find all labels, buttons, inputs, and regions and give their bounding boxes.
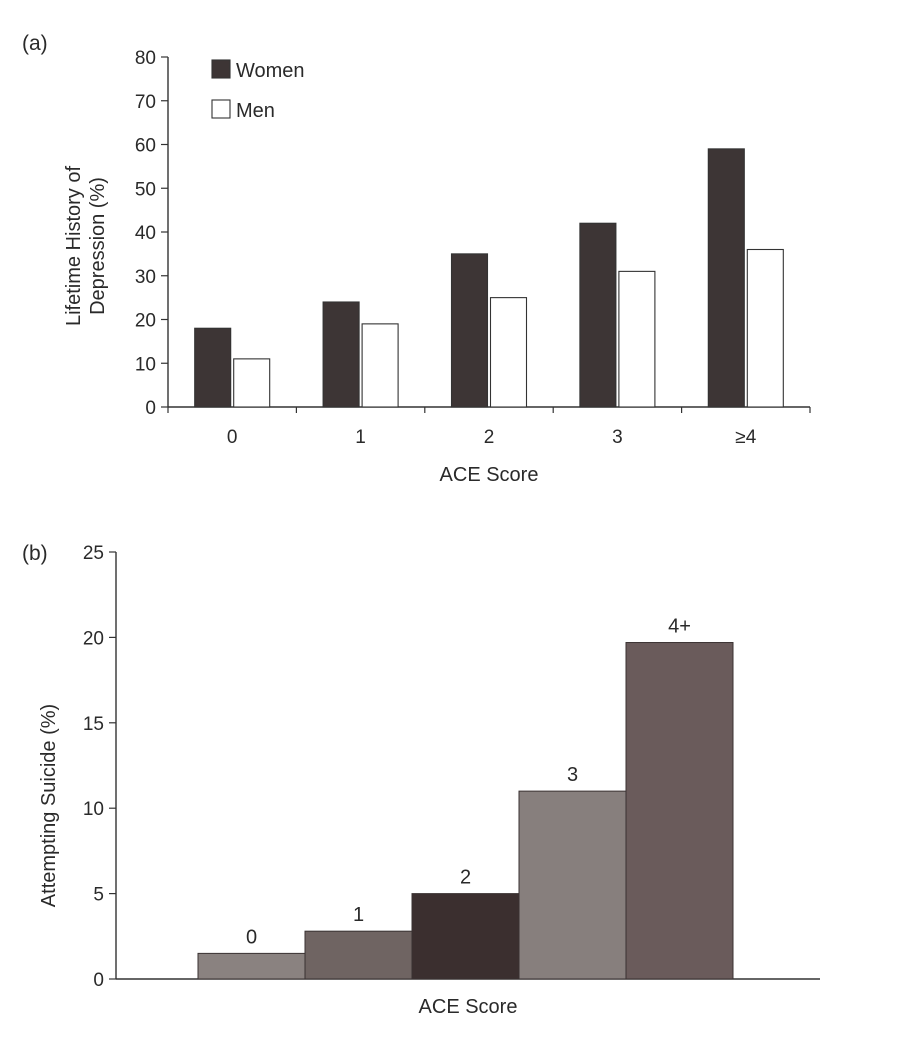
panel-b-bar-2 bbox=[411, 893, 520, 980]
panel-b-bar-label: 1 bbox=[353, 904, 364, 926]
panel-a-y-tick-label: 80 bbox=[135, 48, 156, 69]
panel-a-bar-men-2 bbox=[489, 297, 528, 408]
panel-a-bar-women-0 bbox=[194, 327, 232, 408]
panel-b-bar-4 bbox=[625, 642, 734, 980]
panel-b-y-tick-label: 20 bbox=[83, 628, 104, 649]
panel-a-label: (a) bbox=[22, 32, 48, 55]
panel-b-bar-3 bbox=[518, 790, 627, 980]
panel-a-x-tick-label: 2 bbox=[484, 427, 495, 448]
panel-b-bar-1 bbox=[304, 930, 413, 980]
panel-a-bar-men-1 bbox=[361, 323, 399, 408]
panel-a-legend-swatch-men bbox=[211, 99, 231, 119]
panel-a-bar-men-3 bbox=[618, 270, 656, 408]
panel-b-bar-label: 4+ bbox=[668, 616, 691, 638]
panel-a-legend-label-women: Women bbox=[236, 60, 305, 82]
panel-a-x-tick-label: 1 bbox=[355, 427, 366, 448]
panel-a-x-tick-label: 3 bbox=[612, 427, 623, 448]
panel-b-bar-label: 3 bbox=[567, 764, 578, 786]
panel-a-bar-women-2 bbox=[450, 253, 489, 408]
panel-a-legend-swatch-women bbox=[211, 59, 231, 79]
panel-a-x-tick-label: 0 bbox=[227, 427, 238, 448]
panel-a-y-axis-label-line: Lifetime History of bbox=[63, 166, 85, 326]
panel-b-y-tick-label: 15 bbox=[83, 714, 104, 735]
panel-a-y-tick-label: 0 bbox=[145, 398, 156, 419]
panel-a-y-tick-label: 30 bbox=[135, 267, 156, 288]
panel-b-y-tick-label: 10 bbox=[83, 799, 104, 820]
panel-a-bar-men-4 bbox=[746, 248, 784, 408]
panel-a-y-tick-label: 70 bbox=[135, 92, 156, 113]
panel-b-bar-0 bbox=[197, 952, 306, 980]
panel-a-bar-women-3 bbox=[579, 222, 617, 408]
panel-a-bar-men-0 bbox=[233, 358, 271, 408]
panel-b-y-tick-label: 0 bbox=[93, 970, 104, 991]
panel-b-label: (b) bbox=[22, 542, 48, 565]
panel-a-bar-women-1 bbox=[322, 301, 360, 408]
panel-a-y-axis-label: Lifetime History of Depression (%) bbox=[63, 166, 109, 326]
panel-b-bar-label: 0 bbox=[246, 926, 257, 948]
panel-a-x-tick-label: ≥4 bbox=[735, 427, 756, 448]
panel-a-y-tick-label: 40 bbox=[135, 223, 156, 244]
panel-b-y-tick-label: 5 bbox=[93, 885, 104, 906]
panel-a-y-tick-label: 60 bbox=[135, 136, 156, 157]
panel-b-x-axis-label: ACE Score bbox=[419, 996, 518, 1018]
panel-a-y-tick-label: 10 bbox=[135, 354, 156, 375]
panel-a-y-tick-label: 50 bbox=[135, 179, 156, 200]
panel-b-y-tick-label: 25 bbox=[83, 543, 104, 564]
panel-a-bar-women-4 bbox=[707, 148, 745, 408]
panel-a-y-tick-label: 20 bbox=[135, 311, 156, 332]
panel-a-legend-label-men: Men bbox=[236, 100, 275, 122]
panel-a-y-axis-label-line: Depression (%) bbox=[87, 177, 109, 315]
panel-b-bar-label: 2 bbox=[460, 867, 471, 889]
panel-a-x-axis-label: ACE Score bbox=[440, 464, 539, 486]
panel-b-y-axis-label: Attempting Suicide (%) bbox=[38, 704, 60, 907]
